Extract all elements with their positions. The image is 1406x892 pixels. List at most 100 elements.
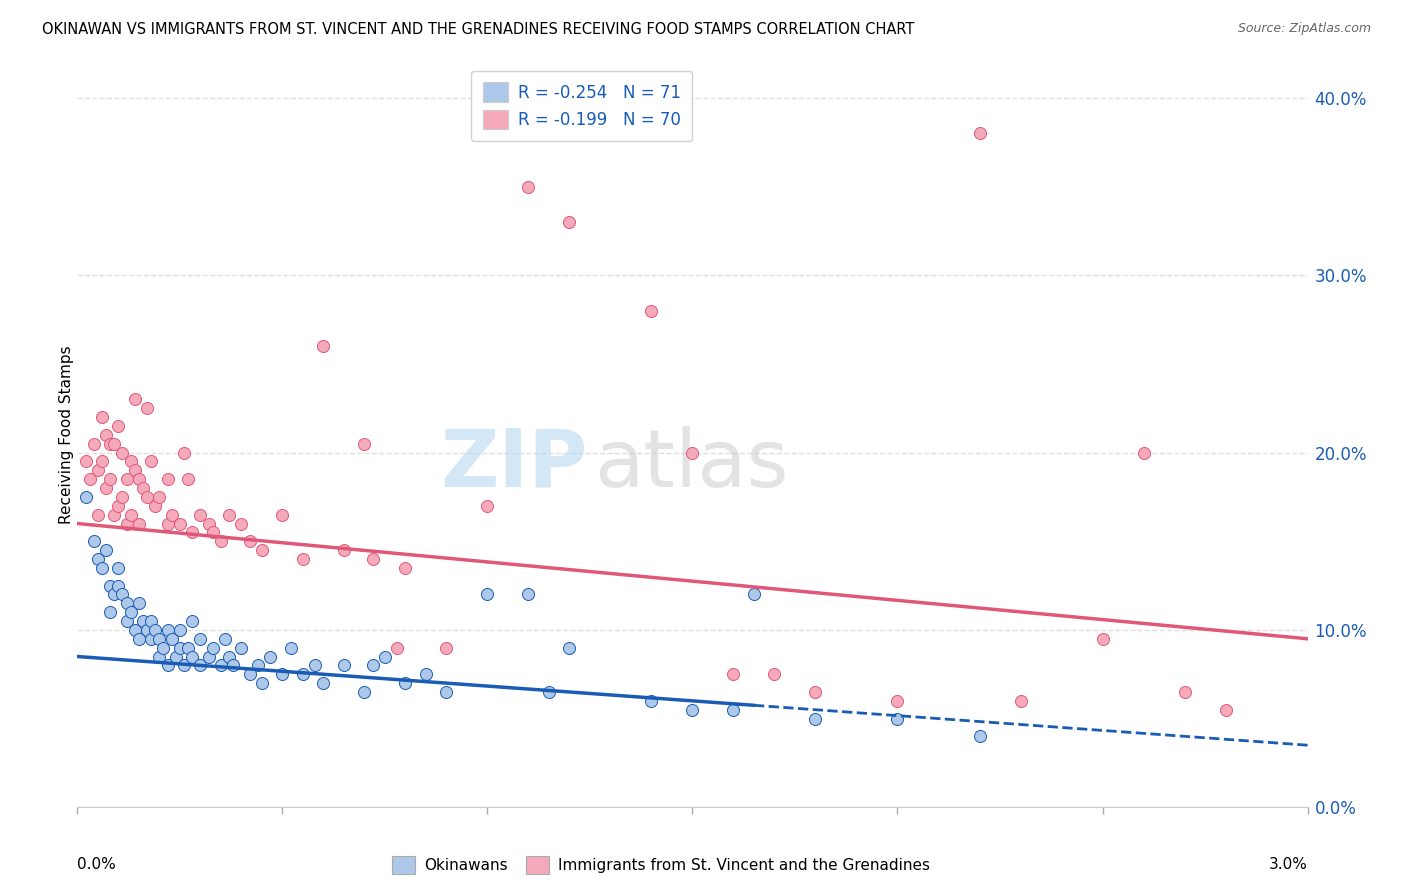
Point xyxy=(1215,703,1237,717)
Point xyxy=(120,508,142,522)
Point xyxy=(259,649,281,664)
Text: 3.0%: 3.0% xyxy=(1268,857,1308,871)
Point xyxy=(886,712,908,726)
Point xyxy=(1091,632,1114,646)
Point xyxy=(148,649,170,664)
Point xyxy=(120,605,142,619)
Point xyxy=(148,490,170,504)
Text: Source: ZipAtlas.com: Source: ZipAtlas.com xyxy=(1237,22,1371,36)
Point xyxy=(239,534,262,549)
Point xyxy=(197,516,219,531)
Legend: Okinawans, Immigrants from St. Vincent and the Grenadines: Okinawans, Immigrants from St. Vincent a… xyxy=(385,850,936,880)
Point xyxy=(141,614,163,628)
Point xyxy=(723,667,745,681)
Point xyxy=(209,534,232,549)
Point xyxy=(517,179,540,194)
Point xyxy=(231,516,253,531)
Point xyxy=(280,640,302,655)
Point xyxy=(98,578,121,592)
Point xyxy=(94,428,117,442)
Point xyxy=(87,552,110,566)
Point xyxy=(312,676,335,690)
Text: OKINAWAN VS IMMIGRANTS FROM ST. VINCENT AND THE GRENADINES RECEIVING FOOD STAMPS: OKINAWAN VS IMMIGRANTS FROM ST. VINCENT … xyxy=(42,22,914,37)
Point xyxy=(111,445,134,459)
Text: 0.0%: 0.0% xyxy=(77,857,117,871)
Point xyxy=(312,339,335,353)
Point xyxy=(107,561,129,575)
Point xyxy=(141,454,163,468)
Point xyxy=(83,436,105,450)
Point xyxy=(132,481,155,495)
Point xyxy=(218,508,240,522)
Point xyxy=(742,587,765,601)
Point xyxy=(169,623,191,637)
Point xyxy=(415,667,437,681)
Point xyxy=(124,392,146,407)
Point xyxy=(132,614,155,628)
Point xyxy=(124,463,146,477)
Point xyxy=(98,605,121,619)
Point xyxy=(141,632,163,646)
Point xyxy=(361,552,384,566)
Point xyxy=(239,667,262,681)
Point xyxy=(394,561,416,575)
Point xyxy=(558,640,581,655)
Point xyxy=(188,658,212,673)
Point xyxy=(333,543,356,558)
Point xyxy=(477,587,499,601)
Point xyxy=(517,587,540,601)
Point xyxy=(804,712,827,726)
Point xyxy=(374,649,396,664)
Point xyxy=(152,640,174,655)
Point xyxy=(222,658,245,673)
Point xyxy=(120,454,142,468)
Point xyxy=(201,640,224,655)
Point xyxy=(165,649,187,664)
Point xyxy=(246,658,269,673)
Point xyxy=(682,703,704,717)
Point xyxy=(436,640,458,655)
Point xyxy=(107,578,129,592)
Point xyxy=(98,472,121,486)
Point xyxy=(969,127,991,141)
Point xyxy=(136,490,159,504)
Point xyxy=(169,640,191,655)
Point xyxy=(148,632,170,646)
Point xyxy=(115,614,138,628)
Point xyxy=(250,676,273,690)
Point xyxy=(181,614,204,628)
Point xyxy=(394,676,416,690)
Point xyxy=(156,516,179,531)
Point xyxy=(156,658,179,673)
Point xyxy=(271,508,294,522)
Y-axis label: Receiving Food Stamps: Receiving Food Stamps xyxy=(59,345,73,524)
Point xyxy=(75,490,97,504)
Point xyxy=(304,658,326,673)
Point xyxy=(682,445,704,459)
Point xyxy=(436,685,458,699)
Point xyxy=(111,587,134,601)
Point xyxy=(107,499,129,513)
Point xyxy=(156,623,179,637)
Point xyxy=(90,454,114,468)
Point xyxy=(98,436,121,450)
Point xyxy=(188,508,212,522)
Point xyxy=(1174,685,1197,699)
Point xyxy=(218,649,240,664)
Point xyxy=(477,499,499,513)
Point xyxy=(537,685,560,699)
Point xyxy=(103,436,125,450)
Point xyxy=(804,685,827,699)
Point xyxy=(197,649,219,664)
Point xyxy=(87,463,110,477)
Point xyxy=(128,516,150,531)
Point xyxy=(353,436,375,450)
Point xyxy=(143,623,166,637)
Point xyxy=(181,649,204,664)
Point xyxy=(90,410,114,425)
Point xyxy=(94,481,117,495)
Point xyxy=(75,454,97,468)
Text: atlas: atlas xyxy=(595,425,789,504)
Point xyxy=(169,516,191,531)
Point xyxy=(640,303,662,318)
